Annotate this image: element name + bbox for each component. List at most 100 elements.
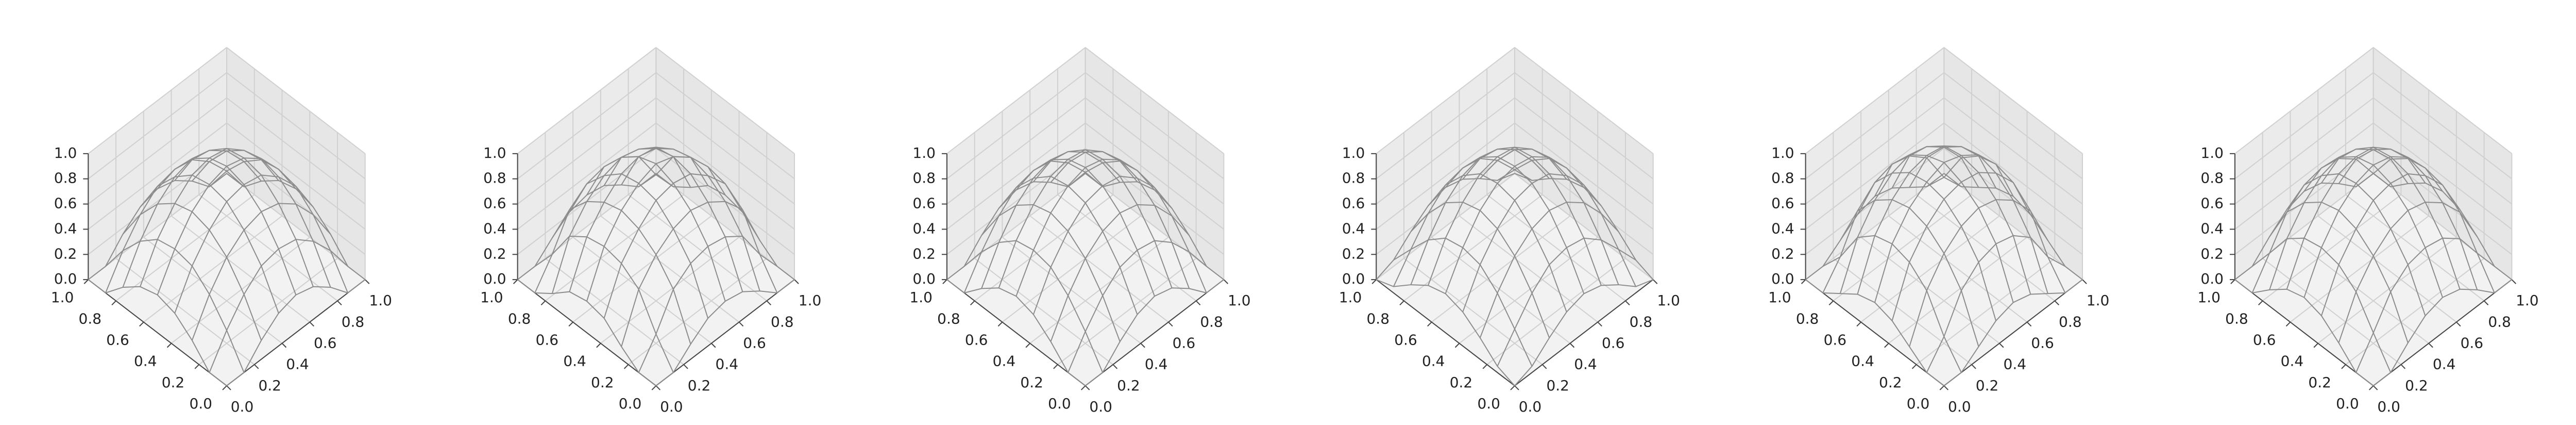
z-tick-label: 0.6 <box>54 195 77 212</box>
wire-column <box>1943 173 2083 280</box>
wire-column <box>226 173 366 280</box>
x-tick <box>337 300 342 306</box>
y-tick-label: 0.6 <box>1394 331 1417 348</box>
z-tick-label: 0.6 <box>1771 195 1794 212</box>
wire-column <box>2251 237 2392 373</box>
y-tick <box>111 300 116 306</box>
x-tick-label: 1.0 <box>1228 292 1251 309</box>
x-axis-line <box>655 279 795 386</box>
x-tick <box>309 321 314 327</box>
x-tick <box>1971 364 1976 369</box>
wire-column <box>1393 237 1533 367</box>
y-tick <box>1939 385 1945 390</box>
wire-column <box>1067 160 1207 293</box>
grid-line <box>1431 237 1571 344</box>
y-tick-label: 0.8 <box>937 310 960 327</box>
wire-column <box>1497 158 1637 287</box>
x-tick-label: 0.0 <box>1089 398 1112 415</box>
grid-line <box>946 122 1086 230</box>
wire-column <box>2269 201 2409 344</box>
y-axis-line <box>1805 279 1944 386</box>
x-tick-label: 0.4 <box>286 356 309 373</box>
x-tick <box>766 300 771 306</box>
x-tick-label: 0.0 <box>2377 398 2400 415</box>
x-tick <box>711 342 716 348</box>
wire-column <box>1015 158 1155 297</box>
y-tick-label: 0.4 <box>1422 353 1445 370</box>
wire-column <box>1462 146 1602 286</box>
grid-line <box>1085 72 1224 179</box>
wire-column <box>946 279 1086 386</box>
grid-line <box>1943 122 2083 230</box>
x-axis-line <box>226 279 366 386</box>
wire-column <box>2286 173 2426 316</box>
x-tick <box>1514 385 1519 390</box>
z-tick-label: 0.8 <box>1342 170 1365 187</box>
grid-line <box>1860 215 2000 323</box>
grid-line <box>115 258 255 365</box>
x-tick <box>2400 364 2406 369</box>
grid-line <box>655 47 795 154</box>
z-tick-label: 0.2 <box>2200 245 2224 262</box>
z-tick-label: 0.0 <box>54 270 77 287</box>
grid-line <box>1431 215 1571 323</box>
z-tick-label: 1.0 <box>483 144 506 161</box>
x-tick <box>794 279 799 284</box>
x-tick <box>683 364 688 369</box>
x-tick-label: 0.8 <box>342 313 365 330</box>
grid-line <box>1376 47 1515 154</box>
wire-column <box>534 235 674 373</box>
y-tick <box>2313 342 2318 348</box>
grid-line <box>1376 122 1515 230</box>
grid-line <box>2345 194 2485 302</box>
grid-line <box>2290 237 2429 344</box>
grid-line <box>2234 97 2374 205</box>
grid-line <box>1943 72 2083 179</box>
grid-line <box>1459 215 1598 323</box>
y-axis-line <box>946 279 1086 386</box>
wire-column <box>1874 154 2014 303</box>
y-tick-label: 0.6 <box>1824 331 1847 348</box>
y-tick <box>1911 364 1917 369</box>
grid-line <box>1029 237 1169 344</box>
wire-column <box>157 157 297 296</box>
grid-line <box>2317 237 2457 344</box>
wire-column <box>1822 235 1962 373</box>
x-tick <box>1084 385 1090 390</box>
grid-line <box>517 122 656 230</box>
grid-line <box>1085 47 1224 154</box>
grid-line <box>2373 47 2512 154</box>
y-tick-label: 0.0 <box>619 395 642 412</box>
grid-line <box>655 72 795 179</box>
grid-line <box>1376 173 1515 280</box>
z-tick-label: 0.0 <box>1771 270 1794 287</box>
grid-line <box>1888 215 2028 323</box>
grid-line <box>946 47 1086 154</box>
z-tick-label: 0.0 <box>1342 270 1365 287</box>
x-tick-label: 1.0 <box>2516 292 2539 309</box>
wire-column <box>2303 156 2443 298</box>
y-tick-label: 0.0 <box>189 395 212 412</box>
y-tick <box>1482 364 1487 369</box>
x-tick <box>1597 321 1602 327</box>
grid-line <box>226 97 366 205</box>
y-tick-label: 0.6 <box>2253 331 2276 348</box>
grid-line <box>2262 258 2401 365</box>
x-tick <box>2456 321 2461 327</box>
y-tick <box>194 364 199 369</box>
y-tick-label: 1.0 <box>1768 289 1791 306</box>
grid-line <box>226 47 366 154</box>
y-tick <box>2285 321 2291 327</box>
wire-column <box>1839 199 1979 347</box>
grid-line <box>2373 97 2512 205</box>
x-tick <box>1652 279 1658 284</box>
grid-line <box>1805 72 1944 179</box>
y-tick <box>651 385 657 390</box>
z-tick-label: 0.8 <box>1771 170 1794 187</box>
z-tick-label: 0.6 <box>1342 195 1365 212</box>
wire-column <box>140 174 279 314</box>
x-tick-label: 0.4 <box>2004 356 2027 373</box>
x-tick <box>1112 364 1118 369</box>
x-tick <box>2372 385 2378 390</box>
